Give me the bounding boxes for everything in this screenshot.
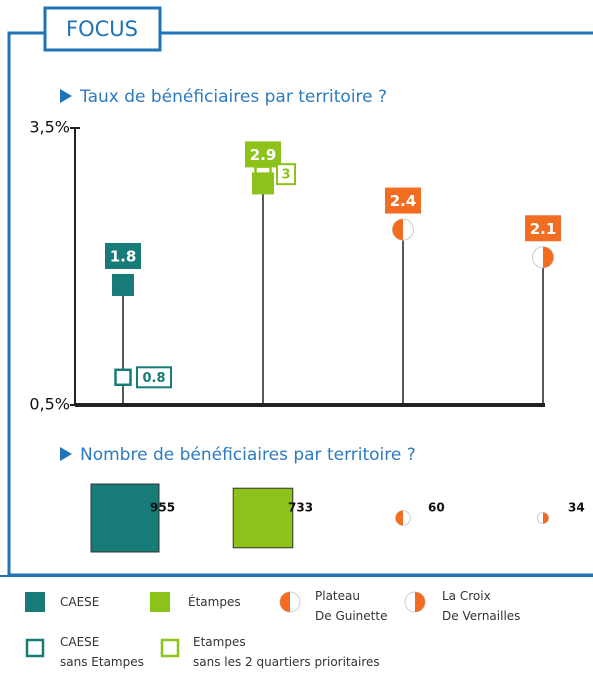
marker — [252, 172, 274, 195]
arrow — [60, 447, 72, 461]
value-label: 1.8 — [110, 247, 137, 265]
value-label-box — [276, 163, 296, 186]
legend-label: Étampes — [188, 595, 241, 609]
data-marker — [112, 273, 134, 296]
chart-title: Nombre de bénéficiaires par territoire ? — [80, 445, 416, 465]
marker — [112, 273, 134, 296]
size-marker — [395, 510, 411, 526]
legend-label: Etampes sans les 2 quartiers prioritaire… — [193, 635, 380, 669]
value-label: 3 — [281, 168, 290, 183]
value-label: 2.4 — [390, 192, 417, 210]
value-label: 0.8 — [142, 371, 165, 386]
value-label-box — [245, 141, 281, 168]
legend-label: CAESE sans Etampes — [60, 635, 144, 669]
title-box — [43, 6, 162, 52]
value-label-box — [136, 366, 172, 389]
legend-marker — [25, 638, 45, 658]
value-label: 733 — [288, 501, 313, 515]
y-tick-label: 3,5% — [29, 118, 70, 137]
value-label-box — [385, 187, 421, 214]
marker-half — [395, 510, 403, 526]
marker-half — [415, 592, 425, 612]
value-label-box — [105, 242, 141, 269]
legend-marker — [150, 592, 170, 612]
size-marker — [90, 483, 160, 553]
marker — [25, 592, 45, 612]
data-marker — [532, 246, 554, 269]
chart-title: Taux de bénéficiaires par territoire ? — [79, 87, 387, 107]
data-marker — [392, 218, 414, 241]
marker — [232, 487, 294, 549]
legend-marker — [279, 591, 301, 613]
marker — [114, 368, 132, 387]
marker — [150, 592, 170, 612]
value-label: 2.9 — [250, 146, 277, 164]
marker — [90, 483, 160, 553]
marker — [160, 638, 180, 658]
legend-marker — [404, 591, 426, 613]
value-label: 955 — [150, 501, 175, 515]
marker-half — [392, 219, 403, 241]
value-label: 34 — [568, 501, 585, 515]
legend-marker — [160, 638, 180, 658]
marker — [25, 638, 45, 658]
size-marker — [536, 511, 550, 525]
data-marker — [252, 172, 274, 195]
value-label: 2.1 — [530, 220, 557, 238]
legend-marker — [25, 592, 45, 612]
legend-label: La Croix De Vernailles — [442, 589, 521, 623]
data-marker — [114, 368, 132, 387]
marker-half — [543, 512, 549, 524]
size-marker — [232, 487, 294, 549]
y-tick-label: 0,5% — [29, 395, 70, 414]
value-label-box — [525, 215, 561, 242]
page-title: FOCUS — [66, 17, 138, 41]
arrow — [60, 89, 72, 103]
legend-label: CAESE — [60, 595, 100, 609]
legend-label: Plateau De Guinette — [315, 589, 388, 623]
marker-half — [280, 592, 290, 612]
marker-half — [543, 246, 554, 268]
value-label: 60 — [428, 501, 445, 515]
